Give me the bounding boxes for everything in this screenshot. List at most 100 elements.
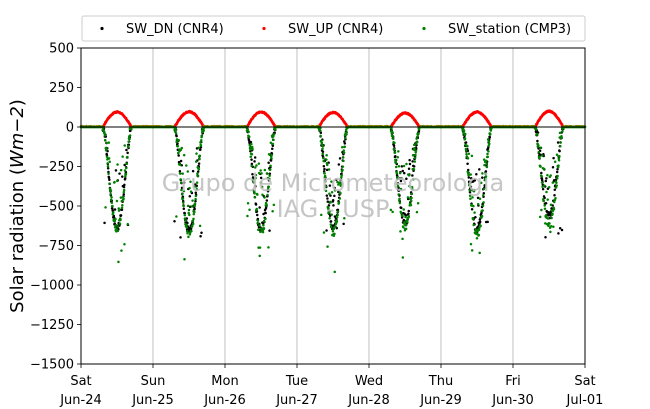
point-sw-station	[548, 222, 551, 225]
point-sw-dn	[251, 176, 255, 179]
point-sw-station	[468, 194, 472, 197]
point-sw-station	[108, 160, 111, 164]
point-sw-station	[400, 211, 403, 215]
point-sw-dn	[544, 235, 547, 239]
point-sw-station	[465, 153, 468, 156]
point-sw-dn	[333, 186, 336, 190]
point-sw-station	[344, 128, 348, 132]
point-sw-station	[181, 197, 185, 200]
point-sw-station	[339, 192, 342, 195]
y-tick-label: −250	[38, 160, 74, 175]
point-sw-dn	[182, 181, 186, 184]
point-sw-dn	[484, 170, 488, 173]
point-sw-station	[406, 196, 410, 199]
point-sw-station	[477, 228, 481, 232]
point-sw-station	[104, 148, 108, 152]
point-sw-station	[537, 150, 540, 154]
point-sw-station	[127, 140, 130, 143]
point-sw-station	[538, 215, 542, 219]
point-sw-station	[485, 159, 488, 163]
point-sw-station	[109, 189, 113, 192]
point-sw-dn	[551, 166, 555, 169]
point-sw-dn	[488, 136, 492, 139]
point-sw-station	[555, 153, 559, 157]
point-sw-dn	[544, 202, 548, 205]
point-sw-station	[391, 130, 394, 134]
point-sw-station	[191, 219, 195, 223]
point-sw-station	[256, 228, 260, 231]
point-sw-station	[196, 172, 199, 175]
point-sw-station	[323, 174, 327, 178]
point-sw-station	[265, 172, 269, 175]
point-sw-station	[488, 142, 491, 146]
point-sw-dn	[470, 207, 474, 211]
point-sw-dn	[334, 178, 338, 182]
point-sw-dn	[199, 235, 202, 238]
point-sw-station	[472, 204, 475, 208]
point-sw-station	[126, 155, 129, 159]
point-sw-station	[487, 150, 490, 153]
point-sw-station	[120, 199, 123, 203]
point-sw-dn	[481, 176, 484, 179]
point-sw-station	[540, 181, 544, 184]
point-sw-dn	[536, 139, 539, 143]
point-sw-station	[202, 129, 205, 132]
point-sw-dn	[331, 199, 335, 202]
point-sw-dn	[464, 141, 468, 144]
grid-lines	[152, 48, 514, 364]
point-sw-station	[187, 235, 190, 239]
point-sw-dn	[411, 174, 414, 177]
point-sw-dn	[254, 184, 257, 188]
point-sw-station	[272, 203, 276, 207]
point-sw-station	[328, 192, 331, 196]
point-sw-station	[467, 174, 470, 177]
point-sw-station	[261, 193, 264, 196]
point-sw-station	[417, 132, 420, 135]
point-sw-station	[341, 156, 345, 159]
point-sw-dn	[271, 147, 274, 150]
point-sw-dn	[342, 222, 345, 226]
point-sw-station	[121, 155, 124, 158]
point-sw-station	[340, 145, 344, 149]
point-sw-station	[250, 142, 253, 146]
point-sw-dn	[544, 179, 548, 183]
point-sw-station	[393, 141, 396, 145]
point-sw-station	[190, 205, 194, 208]
point-sw-dn	[177, 154, 180, 157]
point-sw-dn	[552, 156, 555, 160]
point-sw-station	[486, 152, 489, 156]
point-sw-station	[546, 173, 549, 177]
point-sw-station	[326, 207, 330, 210]
point-sw-station	[189, 190, 193, 193]
point-sw-station	[473, 211, 476, 214]
point-sw-station	[325, 158, 328, 161]
point-sw-station	[535, 128, 538, 131]
point-sw-dn	[412, 165, 416, 168]
point-sw-station	[321, 145, 325, 148]
point-sw-station	[246, 214, 249, 218]
point-sw-station	[108, 187, 112, 190]
point-sw-station	[194, 185, 197, 188]
point-sw-station	[127, 144, 130, 148]
point-sw-dn	[322, 164, 326, 168]
point-sw-dn	[553, 188, 557, 191]
point-sw-station	[535, 133, 539, 136]
point-sw-station	[331, 230, 335, 233]
point-sw-station	[267, 152, 271, 156]
point-sw-station	[335, 215, 339, 219]
point-sw-station	[486, 155, 490, 159]
point-sw-station	[325, 163, 329, 167]
point-sw-station	[471, 196, 474, 199]
point-sw-station	[257, 162, 261, 165]
point-sw-station	[124, 172, 128, 176]
point-sw-station	[184, 219, 187, 223]
point-sw-station	[477, 233, 481, 237]
point-sw-station	[193, 204, 196, 207]
point-sw-station	[469, 242, 473, 246]
point-sw-dn	[483, 184, 486, 187]
point-sw-station	[399, 187, 403, 191]
point-sw-station	[190, 229, 193, 233]
x-tick-label-day: Sat	[574, 374, 595, 389]
point-sw-dn	[325, 168, 329, 172]
point-sw-station	[319, 213, 323, 217]
